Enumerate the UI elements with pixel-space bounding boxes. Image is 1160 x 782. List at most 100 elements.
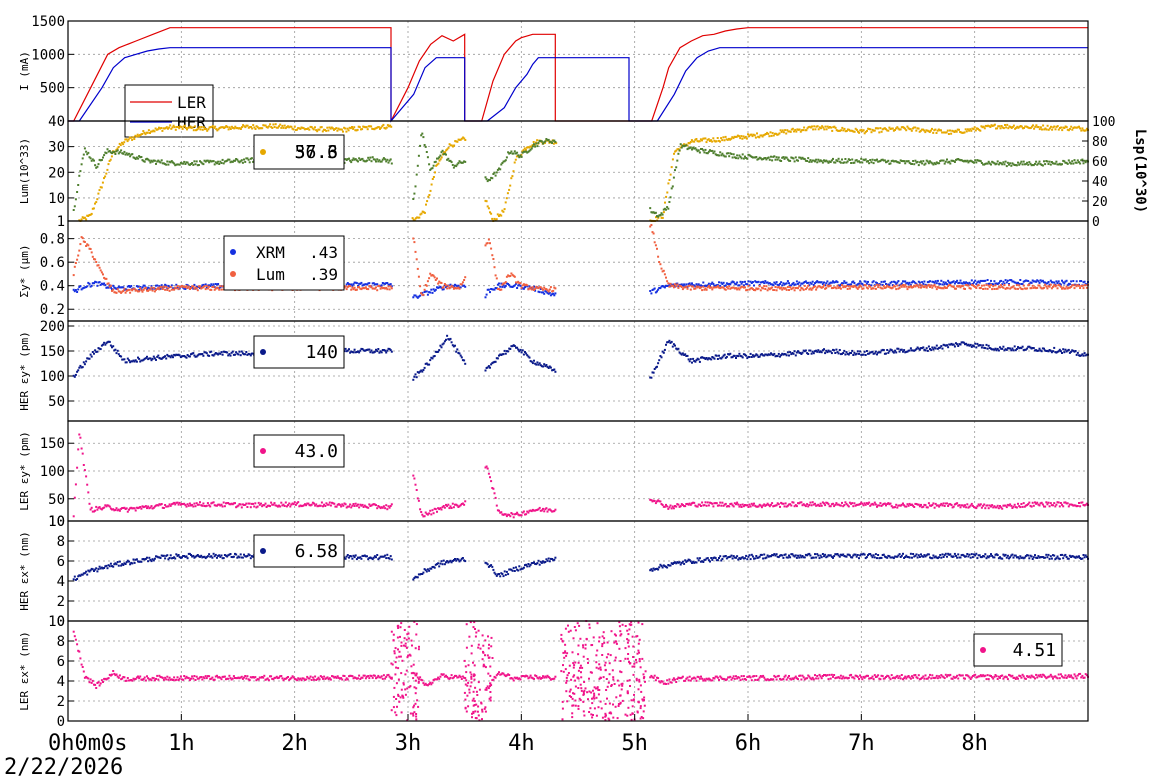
data-point (389, 285, 392, 288)
data-point (689, 141, 692, 143)
data-point (219, 160, 222, 163)
data-point (385, 282, 388, 285)
data-point (185, 356, 188, 359)
data-point (820, 286, 823, 289)
data-point (112, 565, 115, 568)
data-point (500, 282, 503, 285)
data-point (841, 282, 843, 285)
data-point (807, 353, 810, 355)
data-point (1044, 163, 1047, 166)
data-point (498, 215, 500, 217)
data-point (254, 128, 257, 130)
data-point (973, 345, 975, 348)
data-point (501, 209, 504, 212)
data-point (360, 288, 363, 291)
data-point (414, 250, 417, 253)
data-point (802, 157, 805, 160)
data-point (266, 126, 269, 129)
data-point (969, 128, 972, 131)
data-point (725, 152, 728, 155)
data-point (529, 360, 532, 363)
data-point (697, 285, 700, 288)
data-point (712, 137, 715, 140)
data-point (296, 502, 299, 505)
data-point (965, 506, 968, 509)
data-point (501, 283, 504, 286)
data-point (1024, 287, 1027, 290)
data-point (996, 287, 999, 290)
data-point (455, 287, 458, 290)
data-point (978, 287, 981, 290)
data-point (881, 348, 884, 351)
data-point (413, 241, 416, 244)
data-point (747, 280, 750, 283)
data-point (887, 502, 890, 505)
data-point (551, 142, 554, 144)
data-point (353, 286, 356, 289)
data-point (362, 125, 365, 128)
data-point (957, 504, 960, 507)
data-point (992, 348, 995, 351)
data-point (940, 502, 943, 505)
data-point (975, 346, 978, 349)
data-point (454, 164, 456, 167)
data-point (903, 349, 906, 352)
data-point (659, 500, 662, 503)
data-point (669, 504, 672, 507)
data-point (936, 129, 939, 132)
data-point (906, 350, 909, 353)
data-point (977, 280, 980, 283)
data-point (837, 352, 840, 355)
data-point (540, 365, 543, 368)
legend-marker (260, 349, 266, 355)
data-point (331, 501, 333, 504)
data-point (854, 504, 857, 507)
data-point (724, 284, 727, 287)
data-point (766, 281, 769, 284)
data-point (852, 354, 855, 356)
data-point (109, 158, 112, 161)
data-point (151, 289, 154, 292)
data-point (806, 282, 809, 284)
data-point (824, 504, 827, 507)
data-point (285, 505, 288, 508)
data-point (113, 509, 116, 512)
data-point (701, 501, 704, 504)
data-point (938, 162, 941, 165)
data-point (757, 356, 760, 358)
data-point (913, 506, 916, 508)
data-point (724, 288, 727, 291)
data-point (718, 154, 720, 157)
data-point (692, 140, 695, 143)
data-point (834, 503, 837, 506)
data-point (1070, 125, 1073, 128)
data-point (739, 280, 742, 283)
data-point (977, 284, 980, 286)
data-point (498, 167, 500, 170)
data-point (196, 289, 199, 292)
data-point (110, 155, 113, 158)
data-point (864, 503, 867, 506)
data-point (934, 502, 937, 505)
data-point (693, 140, 696, 143)
data-point (457, 162, 460, 165)
data-point (1048, 160, 1051, 163)
data-point (808, 160, 811, 163)
data-point (772, 289, 775, 291)
data-point (916, 503, 919, 506)
data-point (797, 128, 800, 131)
data-point (808, 288, 811, 291)
data-point (772, 505, 775, 508)
series-luminosity-1 (72, 132, 1089, 218)
data-point (279, 123, 282, 126)
data-point (843, 161, 846, 164)
data-point (820, 504, 823, 507)
data-point (681, 288, 684, 291)
series-current-1 (68, 47, 1088, 123)
data-point (819, 281, 822, 284)
data-point (653, 368, 656, 370)
data-point (982, 504, 985, 507)
data-point (111, 289, 113, 292)
data-point (665, 284, 667, 287)
data-point (177, 353, 180, 356)
